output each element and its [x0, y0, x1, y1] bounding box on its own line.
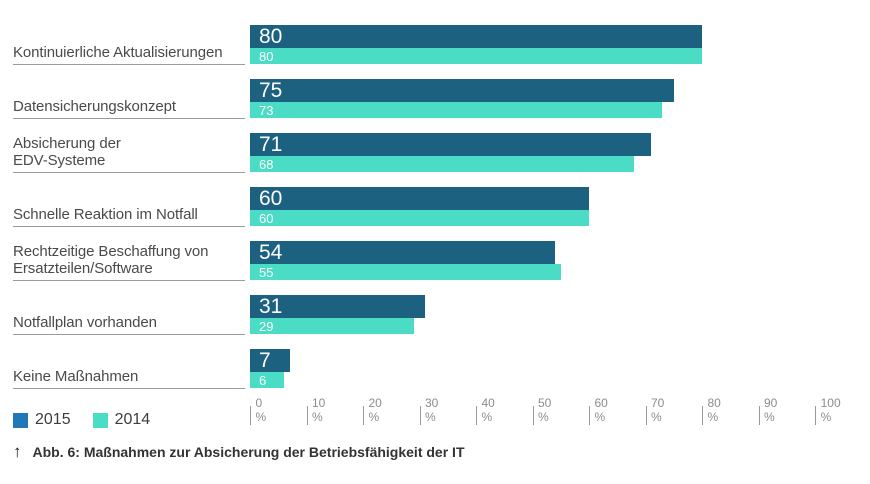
- tick-mark: [476, 406, 477, 425]
- bar-value-label: 75: [259, 78, 283, 102]
- category-label: Rechtzeitige Beschaffung von Ersatzteilen…: [13, 241, 245, 281]
- bar-2015: 80: [250, 25, 702, 48]
- category-label-line: Rechtzeitige Beschaffung von: [13, 243, 209, 260]
- x-axis-tick: 60 %: [589, 396, 608, 425]
- bar-2015: 75: [250, 79, 674, 102]
- bar-value-label: 54: [259, 240, 283, 264]
- tick-mark: [815, 406, 816, 425]
- tick-label: 50 %: [538, 396, 552, 424]
- x-axis-tick: 50 %: [532, 396, 552, 425]
- tick-mark: [363, 406, 364, 425]
- figure-caption: ↑ Abb. 6: Maßnahmen zur Absicherung der …: [13, 443, 465, 460]
- tick-label: 40 %: [481, 396, 495, 424]
- figure-caption-text: Abb. 6: Maßnahmen zur Absicherung der Be…: [32, 443, 465, 460]
- bar-2015: 31: [250, 294, 426, 318]
- x-axis-tick: 30 %: [419, 396, 439, 425]
- bar-2014: 80: [250, 48, 702, 64]
- tick-mark: [419, 406, 420, 425]
- category-label: Absicherung der EDV-Systeme: [13, 133, 245, 173]
- x-axis-tick: 100 %: [815, 396, 841, 425]
- bar-value-label: 31: [259, 294, 283, 318]
- x-axis-tick: 10 %: [306, 396, 326, 425]
- x-axis-tick: 70 %: [645, 396, 665, 425]
- tick-mark: [250, 406, 251, 425]
- category-label: Datensicherungskonzept: [13, 79, 245, 119]
- bar-value-label: 60: [259, 186, 283, 210]
- tick-mark: [702, 406, 703, 425]
- tick-label: 60 %: [594, 396, 608, 424]
- bar-2014: 68: [250, 156, 635, 172]
- category-label-line: Schnelle Reaktion im Notfall: [13, 206, 198, 223]
- x-axis-tick: 0 %: [250, 396, 267, 425]
- bar-2015: 71: [250, 132, 652, 156]
- tick-mark: [645, 406, 646, 425]
- bar-2014: 55: [250, 264, 561, 280]
- bar-2015: 60: [250, 187, 589, 210]
- bar-value-label: 29: [259, 318, 274, 334]
- bar-value-label: 73: [259, 102, 274, 118]
- tick-mark: [532, 406, 533, 425]
- bar-2015: 54: [250, 240, 556, 264]
- legend-label: 2014: [114, 411, 151, 428]
- tick-label: 0 %: [255, 396, 267, 424]
- category-label: Notfallplan vorhanden: [13, 295, 245, 335]
- tick-label: 20 %: [368, 396, 382, 424]
- tick-mark: [758, 406, 759, 425]
- x-axis-tick: 80 %: [702, 396, 721, 425]
- category-label: Kontinuierliche Aktualisierungen: [13, 25, 245, 65]
- tick-label: 10 %: [312, 396, 326, 424]
- category-label-line: Absicherung der: [13, 135, 121, 152]
- tick-mark: [589, 406, 590, 425]
- category-label: Schnelle Reaktion im Notfall: [13, 187, 245, 227]
- category-label-line: Notfallplan vorhanden: [13, 314, 157, 331]
- bar-2014: 73: [250, 102, 663, 118]
- bar-value-label: 6: [259, 372, 267, 388]
- category-label-line: EDV-Systeme: [13, 152, 106, 169]
- tick-label: 70 %: [651, 396, 665, 424]
- bar-2014: 60: [250, 210, 589, 226]
- bar-value-label: 55: [259, 264, 274, 280]
- legend-item-2014: 2014: [92, 411, 151, 429]
- legend-label: 2015: [35, 411, 71, 428]
- bar-2014: 29: [250, 318, 414, 334]
- category-label-line: Ersatzteilen/Software: [13, 260, 153, 277]
- legend-item-2015: 2015: [13, 411, 71, 429]
- tick-label: 80 %: [707, 396, 721, 424]
- legend: 2015 2014: [13, 411, 150, 429]
- x-axis-tick: 20 %: [363, 396, 382, 425]
- tick-label: 100 %: [820, 396, 841, 424]
- legend-swatch-icon: [92, 412, 108, 428]
- category-label-line: Keine Maßnahmen: [13, 368, 139, 385]
- tick-mark: [306, 406, 307, 425]
- x-axis-tick: 90 %: [758, 396, 778, 425]
- tick-label: 30 %: [425, 396, 439, 424]
- category-label-line: Datensicherungskonzept: [13, 98, 176, 115]
- category-label-line: Kontinuierliche Aktualisierungen: [13, 44, 223, 61]
- up-arrow-icon: ↑: [13, 442, 22, 461]
- bar-2014: 6: [250, 372, 284, 388]
- bar-value-label: 68: [259, 156, 274, 172]
- bar-value-label: 80: [259, 48, 274, 64]
- bar-value-label: 71: [259, 132, 283, 156]
- bar-value-label: 7: [259, 348, 271, 372]
- category-label: Keine Maßnahmen: [13, 349, 245, 389]
- bar-2015: 7: [250, 349, 290, 372]
- bar-value-label: 80: [259, 24, 283, 48]
- tick-label: 90 %: [764, 396, 778, 424]
- x-axis-tick: 40 %: [476, 396, 495, 425]
- legend-swatch-icon: [13, 412, 28, 428]
- bar-value-label: 60: [259, 210, 274, 226]
